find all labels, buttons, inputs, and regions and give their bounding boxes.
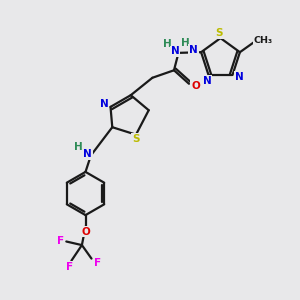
Text: N: N: [100, 99, 108, 109]
Text: H: H: [163, 40, 172, 50]
Text: F: F: [94, 258, 101, 268]
Text: H: H: [74, 142, 83, 152]
Text: N: N: [170, 46, 179, 56]
Text: F: F: [66, 262, 74, 272]
Text: O: O: [191, 81, 200, 91]
Text: O: O: [81, 226, 90, 237]
Text: S: S: [215, 28, 223, 38]
Text: H: H: [181, 38, 190, 48]
Text: N: N: [83, 149, 92, 159]
Text: S: S: [132, 134, 140, 144]
Text: N: N: [235, 71, 244, 82]
Text: F: F: [57, 236, 64, 246]
Text: CH₃: CH₃: [254, 36, 273, 45]
Text: N: N: [189, 45, 198, 55]
Text: N: N: [202, 76, 211, 86]
